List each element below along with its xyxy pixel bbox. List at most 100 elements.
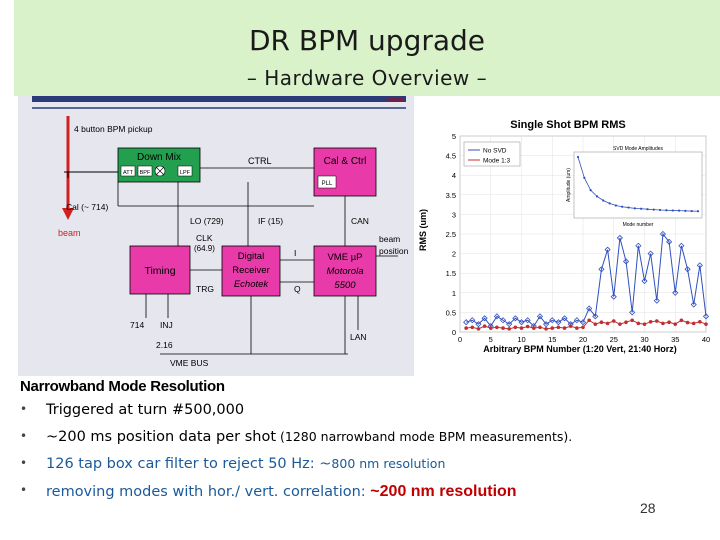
beam-label: beam bbox=[58, 228, 81, 238]
receiver-line1: Digital bbox=[238, 251, 264, 262]
chart-inset: SVD Mode Amplitudes Mode number Amplitude … bbox=[566, 146, 703, 228]
y-tick-label: 4.5 bbox=[446, 152, 456, 161]
inset-point bbox=[633, 207, 636, 210]
page-number: 28 bbox=[640, 500, 656, 516]
x-tick-label: 0 bbox=[458, 335, 462, 344]
downmix-label: Down Mix bbox=[137, 152, 181, 163]
slide-title: DR BPM upgrade bbox=[248, 24, 486, 57]
data-point bbox=[524, 317, 531, 324]
data-point bbox=[506, 321, 513, 328]
ctrl-label: CTRL bbox=[248, 156, 272, 166]
data-point bbox=[463, 319, 470, 326]
data-point bbox=[666, 238, 673, 245]
att-label: ATT bbox=[123, 170, 134, 176]
legend-label: Mode 1:3 bbox=[483, 158, 510, 165]
bullet-item: • removing modes with hor./ vert. correl… bbox=[20, 483, 660, 510]
section-title: Narrowband Mode Resolution bbox=[20, 378, 225, 395]
inset-point bbox=[640, 207, 643, 210]
data-point bbox=[556, 325, 561, 330]
data-point bbox=[532, 326, 536, 330]
vme-line2: Motorola bbox=[327, 266, 364, 277]
y-tick-label: 3 bbox=[452, 210, 456, 219]
data-point bbox=[636, 321, 641, 326]
data-point bbox=[495, 325, 499, 330]
data-point bbox=[562, 326, 567, 330]
y-tick-label: 1 bbox=[452, 289, 456, 298]
bpm-block-diagram: Fermilab beam 4 button BPM pickup Down M… bbox=[18, 96, 414, 376]
data-point bbox=[518, 319, 525, 326]
inset-point bbox=[595, 195, 599, 198]
data-point bbox=[575, 326, 579, 330]
y-tick-label: 3.5 bbox=[446, 191, 456, 200]
data-point bbox=[544, 327, 548, 331]
bullet-item: • Triggered at turn #500,000 bbox=[20, 402, 660, 429]
data-point bbox=[561, 315, 568, 322]
trg-label: TRG bbox=[196, 284, 214, 294]
inset-point bbox=[665, 209, 668, 212]
bullet-dot: • bbox=[20, 483, 28, 497]
data-point bbox=[647, 250, 654, 257]
clk-value: (64.9) bbox=[194, 244, 215, 253]
data-point bbox=[550, 326, 555, 330]
inset-point bbox=[677, 209, 681, 212]
freq-714-label: 714 bbox=[130, 320, 144, 330]
lpf-label: LPF bbox=[180, 170, 191, 176]
bullet-item: • ~200 ms position data per shot (1280 n… bbox=[20, 429, 660, 456]
data-point bbox=[629, 309, 636, 316]
y-tick-label: 1.5 bbox=[446, 269, 456, 278]
inset-title: SVD Mode Amplitudes bbox=[613, 146, 664, 152]
data-point bbox=[519, 326, 524, 330]
q-label: Q bbox=[294, 284, 301, 294]
beam-position-label-line1: beam bbox=[379, 234, 400, 244]
data-point bbox=[648, 320, 653, 324]
x-tick-label: 40 bbox=[702, 335, 710, 344]
data-point bbox=[475, 321, 482, 328]
data-point bbox=[672, 289, 679, 296]
data-point bbox=[573, 317, 580, 324]
series-line bbox=[465, 232, 707, 327]
data-point bbox=[592, 313, 599, 320]
freq-216-label: 2.16 bbox=[156, 340, 173, 350]
if-label: IF (15) bbox=[258, 216, 283, 226]
inset-xlabel: Mode number bbox=[623, 222, 654, 228]
chart-ylabel: RMS (um) bbox=[418, 209, 428, 251]
data-point bbox=[549, 317, 556, 324]
data-point bbox=[678, 242, 685, 249]
data-point bbox=[599, 320, 604, 324]
bullet-list: • Triggered at turn #500,000 • ~200 ms p… bbox=[20, 402, 660, 510]
data-point bbox=[642, 322, 647, 326]
data-point bbox=[482, 324, 487, 328]
data-point bbox=[611, 319, 616, 323]
data-point bbox=[543, 321, 550, 328]
data-point bbox=[653, 297, 660, 304]
data-point bbox=[630, 318, 634, 323]
x-tick-label: 10 bbox=[517, 335, 525, 344]
fermilab-logo-text: Fermilab bbox=[385, 97, 405, 103]
bpf-label: BPF bbox=[140, 170, 151, 176]
clk-label: CLK bbox=[196, 233, 213, 243]
data-point bbox=[579, 319, 587, 326]
bullet-text: Triggered at turn #500,000 bbox=[46, 402, 245, 418]
data-point bbox=[598, 266, 605, 273]
data-point bbox=[493, 313, 500, 320]
title-banner: DR BPM upgrade – Hardware Overview – bbox=[14, 0, 720, 96]
data-point bbox=[605, 321, 610, 326]
y-tick-label: 0 bbox=[452, 328, 456, 337]
chart-legend: No SVD Mode 1:3 bbox=[463, 141, 521, 167]
inset-point bbox=[608, 202, 611, 205]
receiver-block bbox=[221, 245, 281, 297]
chart-xlabel: Arbitrary BPM Number (1:20 Vert, 21:40 H… bbox=[483, 344, 677, 354]
vme-line3: 5500 bbox=[334, 280, 356, 291]
legend-box bbox=[463, 141, 521, 167]
diagram-top-bar bbox=[32, 96, 406, 102]
can-label: CAN bbox=[351, 216, 369, 226]
data-point bbox=[661, 321, 665, 326]
bullet-dot: • bbox=[20, 429, 28, 443]
downmix-block bbox=[117, 147, 201, 183]
slide-subtitle: – Hardware Overview – bbox=[246, 66, 488, 90]
series-line bbox=[466, 319, 707, 330]
pickup-label: 4 button BPM pickup bbox=[74, 124, 153, 134]
chart-series bbox=[463, 230, 710, 331]
inset-point bbox=[646, 208, 649, 211]
x-tick-label: 20 bbox=[579, 335, 587, 344]
